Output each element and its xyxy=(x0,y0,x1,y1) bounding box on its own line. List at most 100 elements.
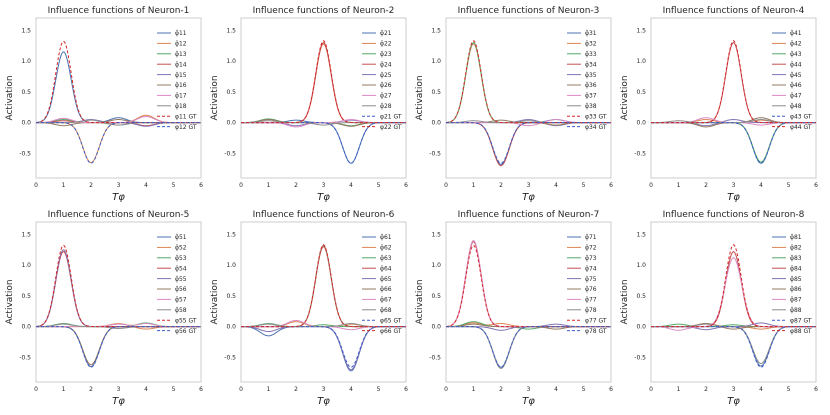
legend-label: φ̂28 xyxy=(380,103,392,110)
x-tick-label: 3 xyxy=(322,182,326,189)
x-tick-label: 5 xyxy=(787,182,791,189)
x-tick-label: 5 xyxy=(172,182,176,189)
x-tick-label: 1 xyxy=(677,182,681,189)
x-axis-label: Tφ xyxy=(317,192,330,203)
legend-label: φ̂81 xyxy=(790,234,802,241)
y-tick-label: 1.0 xyxy=(21,58,31,65)
x-tick-label: 1 xyxy=(472,386,476,393)
legend-label: φ̂43 xyxy=(790,51,802,58)
legend-label: φ̂14 xyxy=(175,61,187,68)
legend-label: φ̂26 xyxy=(380,82,392,89)
y-tick-label: 1.0 xyxy=(431,58,441,65)
y-tick-label: 1.5 xyxy=(226,231,236,238)
x-tick-label: 1 xyxy=(267,182,271,189)
y-axis-label: Activation xyxy=(415,75,425,120)
legend-label: φ̂84 xyxy=(790,265,802,272)
x-tick-label: 4 xyxy=(144,182,148,189)
x-tick-label: 4 xyxy=(554,182,558,189)
x-tick-label: 2 xyxy=(704,386,708,393)
legend-label: φ̂68 xyxy=(380,307,392,314)
x-tick-label: 6 xyxy=(199,386,203,393)
legend-label: φ̂76 xyxy=(585,286,597,293)
series-group xyxy=(651,40,816,164)
series-line-9 xyxy=(446,40,611,124)
chart-title: Influence functions of Neuron-4 xyxy=(663,6,805,16)
legend-label: φ̂36 xyxy=(585,82,597,89)
series-line-10 xyxy=(446,326,611,368)
x-tick-label: 6 xyxy=(404,182,408,189)
x-tick-label: 6 xyxy=(609,386,613,393)
x-tick-label: 2 xyxy=(704,182,708,189)
legend-label: φ̂21 xyxy=(380,30,392,37)
series-line-10 xyxy=(36,326,201,368)
y-axis-label: Activation xyxy=(210,75,220,120)
plot-frame xyxy=(445,17,612,179)
legend-label: φ̂83 xyxy=(790,255,802,262)
legend-label: φ̂35 xyxy=(585,72,597,79)
series-line-10 xyxy=(446,122,611,164)
legend-label: φ̂72 xyxy=(585,245,597,252)
legend-label: φ̂33 xyxy=(585,51,597,58)
x-axis-label: Tφ xyxy=(522,192,535,203)
series-line-10 xyxy=(241,40,406,124)
legend-label: φ̂55 xyxy=(175,276,187,283)
x-axis-label: Tφ xyxy=(727,396,740,407)
x-tick-label: 6 xyxy=(814,182,818,189)
x-tick-label: 6 xyxy=(609,182,613,189)
legend-label: φ12 GT xyxy=(175,124,197,131)
y-tick-label: 0.0 xyxy=(21,324,31,331)
legend-label: φ88 GT xyxy=(790,328,812,335)
legend: φ̂11 φ̂12 φ̂13 φ̂14 φ̂15 φ̂16 φ̂17 φ̂18 φ11 GT φ1… xyxy=(157,30,197,131)
legend-label: φ34 GT xyxy=(585,124,607,131)
legend-label: φ̂12 xyxy=(175,41,187,48)
legend-label: φ̂74 xyxy=(585,265,597,272)
x-axis-label: Tφ xyxy=(112,192,125,203)
x-tick-label: 5 xyxy=(582,386,586,393)
legend-label: φ66 GT xyxy=(380,328,402,335)
legend-label: φ̂44 xyxy=(790,61,802,68)
x-tick-label: 1 xyxy=(677,386,681,393)
x-tick-label: 2 xyxy=(294,386,298,393)
legend-label: φ̂11 xyxy=(175,30,187,37)
x-tick-label: 0 xyxy=(649,182,653,189)
y-tick-label: -0.5 xyxy=(634,150,646,157)
legend-label: φ̂57 xyxy=(175,297,187,304)
y-tick-label: -0.5 xyxy=(224,354,236,361)
y-tick-label: 0.0 xyxy=(636,324,646,331)
legend-label: φ22 GT xyxy=(380,124,402,131)
legend-label: φ̂18 xyxy=(175,103,187,110)
legend-label: φ56 GT xyxy=(175,328,197,335)
y-tick-label: 0.5 xyxy=(226,293,236,300)
x-tick-label: 0 xyxy=(444,182,448,189)
chart-title: Influence functions of Neuron-5 xyxy=(48,210,190,220)
x-axis-label: Tφ xyxy=(522,396,535,407)
legend-label: φ21 GT xyxy=(380,113,402,120)
y-tick-label: 0.5 xyxy=(21,89,31,96)
x-tick-label: 2 xyxy=(89,182,93,189)
plot-frame xyxy=(650,17,817,179)
y-axis-label: Activation xyxy=(5,279,15,324)
legend-label: φ87 GT xyxy=(790,317,812,324)
legend-label: φ̂63 xyxy=(380,255,392,262)
series-group xyxy=(446,40,611,167)
y-tick-label: 0.5 xyxy=(636,89,646,96)
legend-label: φ33 GT xyxy=(585,113,607,120)
legend-label: φ̂48 xyxy=(790,103,802,110)
legend-label: φ̂77 xyxy=(585,297,597,304)
x-tick-label: 5 xyxy=(787,386,791,393)
chart-title: Influence functions of Neuron-7 xyxy=(458,210,600,220)
legend-label: φ̂31 xyxy=(585,30,597,37)
legend: φ̂51 φ̂52 φ̂53 φ̂54 φ̂55 φ̂56 φ̂57 φ̂58 φ55 GT φ5… xyxy=(157,234,197,335)
y-tick-label: 1.5 xyxy=(636,231,646,238)
x-tick-label: 0 xyxy=(34,386,38,393)
y-tick-label: 0.5 xyxy=(431,89,441,96)
y-tick-label: 1.0 xyxy=(431,262,441,269)
legend-label: φ̂75 xyxy=(585,276,597,283)
subplot-8: Influence functions of Neuron-8 -0.5 0.0 0.… xyxy=(620,210,818,407)
x-axis-label: Tφ xyxy=(317,396,330,407)
x-tick-label: 4 xyxy=(554,386,558,393)
legend-label: φ̂34 xyxy=(585,61,597,68)
x-tick-label: 5 xyxy=(377,386,381,393)
legend-label: φ̂82 xyxy=(790,245,802,252)
y-tick-label: 1.5 xyxy=(21,231,31,238)
